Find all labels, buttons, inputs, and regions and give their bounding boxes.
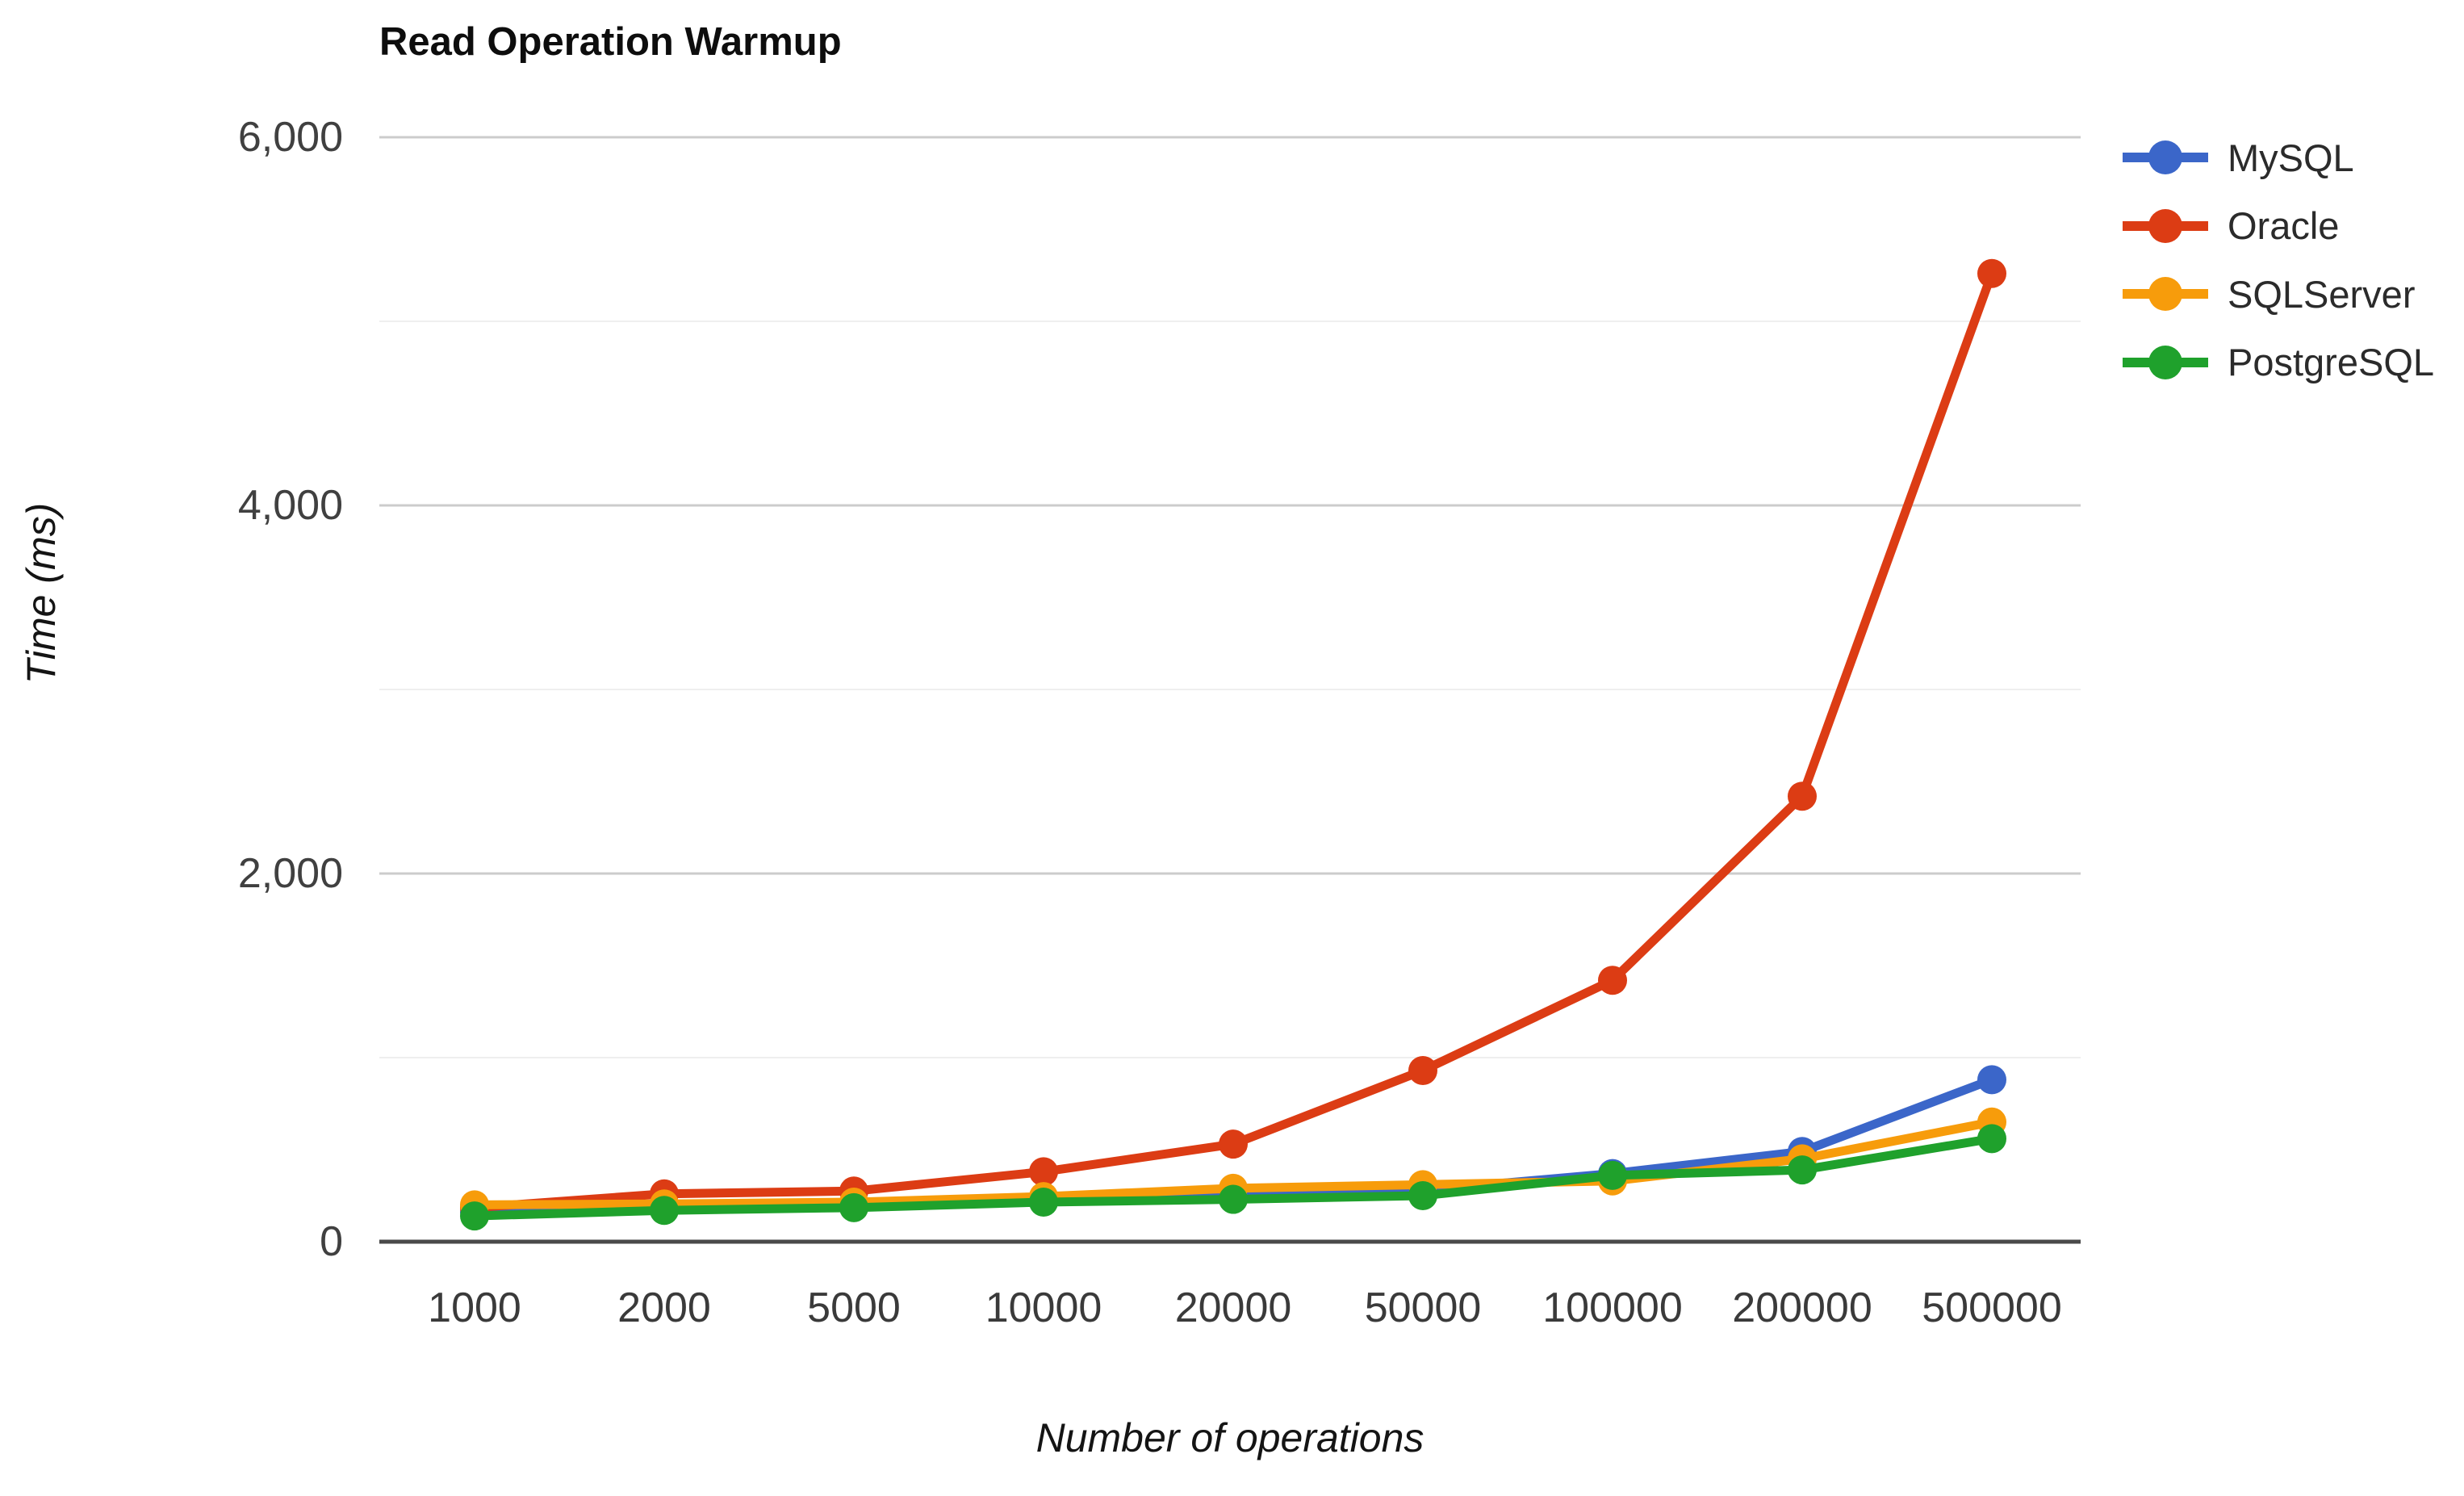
series-oracle[interactable] (460, 258, 2006, 1222)
data-point-postgresql-10000[interactable] (1029, 1187, 1058, 1217)
x-tick-label: 2000 (617, 1284, 711, 1331)
x-tick-label: 10000 (985, 1284, 1102, 1331)
data-point-oracle-10000[interactable] (1029, 1157, 1058, 1187)
series-postgresql[interactable] (460, 1124, 2006, 1231)
x-tick-label: 200000 (1732, 1284, 1872, 1331)
y-tick-label: 2,000 (237, 850, 343, 897)
legend-label: PostgreSQL (2228, 341, 2435, 383)
data-point-postgresql-20000[interactable] (1219, 1184, 1248, 1214)
y-tick-label: 4,000 (237, 482, 343, 529)
legend-label: Oracle (2228, 204, 2340, 247)
x-tick-label: 20000 (1174, 1284, 1292, 1331)
data-point-postgresql-2000[interactable] (650, 1196, 679, 1226)
y-tick-label: 6,000 (237, 114, 343, 161)
data-point-postgresql-200000[interactable] (1788, 1155, 1817, 1185)
x-tick-label: 500000 (1922, 1284, 2062, 1331)
data-point-postgresql-5000[interactable] (839, 1192, 868, 1222)
chart-title: Read Operation Warmup (379, 20, 842, 64)
data-point-oracle-500000[interactable] (1977, 258, 2006, 288)
data-point-postgresql-500000[interactable] (1977, 1124, 2006, 1154)
y-tick-label: 0 (320, 1218, 343, 1265)
legend-marker-oracle-icon (2123, 208, 2208, 243)
legend-item-sqlserver[interactable]: SQLServer (2121, 271, 2415, 316)
data-point-postgresql-1000[interactable] (460, 1201, 489, 1231)
x-tick-label: 100000 (1542, 1284, 1683, 1331)
data-point-oracle-50000[interactable] (1408, 1055, 1437, 1085)
legend-marker-mysql-icon (2123, 140, 2208, 174)
series-line-oracle (470, 269, 1997, 1213)
x-tick-label: 1000 (428, 1284, 521, 1331)
legend-label: SQLServer (2228, 272, 2416, 316)
legend-marker-postgresql-icon (2123, 345, 2208, 379)
x-tick-label: 50000 (1364, 1284, 1482, 1331)
data-point-oracle-20000[interactable] (1219, 1129, 1248, 1159)
data-point-postgresql-50000[interactable] (1408, 1181, 1437, 1210)
legend-item-mysql[interactable]: MySQL (2121, 135, 2354, 180)
data-point-mysql-500000[interactable] (1977, 1065, 2006, 1095)
legend-item-oracle[interactable]: Oracle (2121, 203, 2339, 249)
x-tick-label: 5000 (807, 1284, 901, 1331)
legend-item-postgresql[interactable]: PostgreSQL (2121, 340, 2434, 385)
legend-marker-sqlserver-icon (2123, 277, 2208, 311)
x-axis-title: Number of operations (1035, 1415, 1424, 1460)
data-point-oracle-100000[interactable] (1598, 966, 1627, 995)
y-axis-title: Time (ms) (19, 502, 64, 685)
data-point-postgresql-100000[interactable] (1598, 1160, 1627, 1190)
data-point-oracle-200000[interactable] (1788, 782, 1817, 811)
legend-label: MySQL (2228, 136, 2354, 179)
